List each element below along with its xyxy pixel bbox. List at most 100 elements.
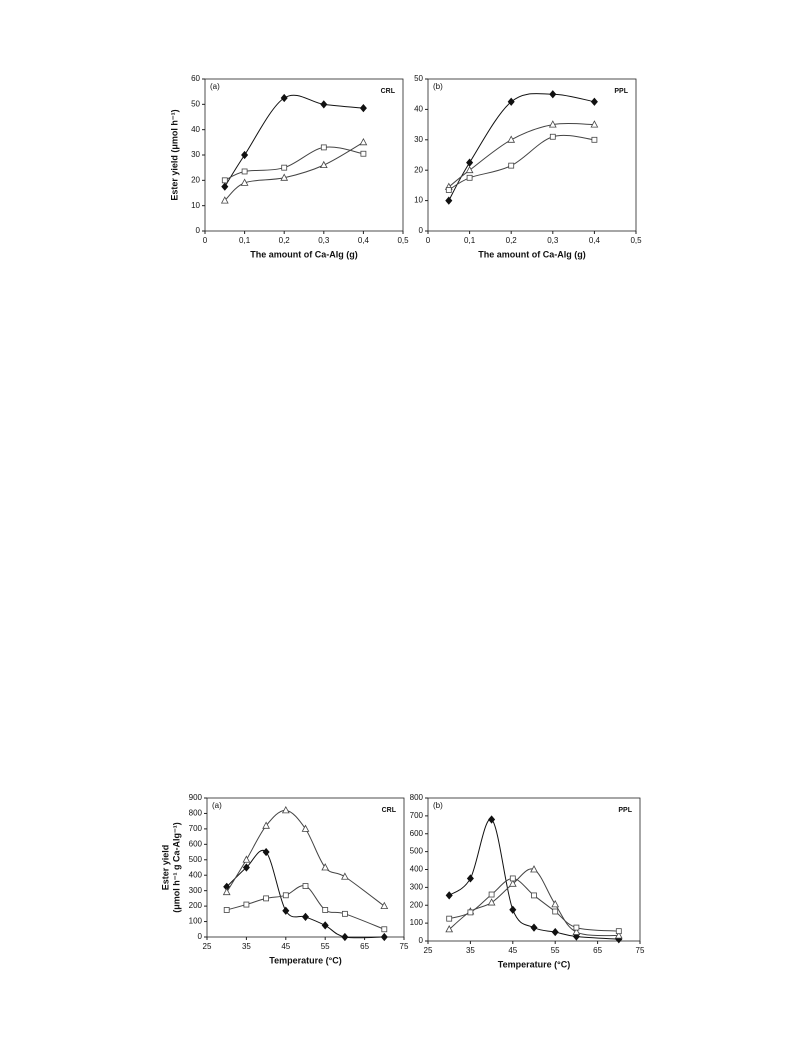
y-tick-label: 200 (189, 901, 203, 910)
y-tick-label: 30 (191, 150, 200, 159)
x-tick-label: 25 (424, 946, 433, 955)
triangle-marker (548, 120, 557, 128)
triangle-marker (465, 165, 474, 174)
triangle-marker (301, 824, 310, 832)
y-tick-label: 900 (189, 793, 203, 802)
x-tick-label: 0,2 (506, 236, 518, 245)
triangle-marker (240, 178, 249, 186)
diamond-marker (262, 847, 270, 857)
y-tick-label: 0 (419, 936, 424, 945)
triangle-marker (487, 898, 496, 906)
triangle-marker (572, 927, 581, 935)
x-tick-label: 25 (203, 942, 212, 951)
y-tick-label: 40 (414, 105, 423, 114)
triangle-marker (321, 863, 330, 871)
diamond-marker (572, 932, 580, 941)
diamond-marker (507, 97, 515, 106)
square-marker (488, 891, 495, 898)
square-marker (302, 883, 309, 889)
plot-frame (204, 78, 404, 232)
x-tick-label: 0,4 (589, 236, 601, 245)
x-axis-label: Temperature (°C) (269, 955, 341, 965)
triangle-marker (508, 879, 517, 887)
y-tick-label: 0 (198, 932, 203, 941)
plot-frame (206, 797, 405, 938)
square-marker (381, 926, 388, 933)
x-tick-label: 65 (593, 946, 602, 955)
x-tick-label: 55 (321, 942, 330, 951)
square-marker (467, 909, 474, 916)
x-axis-label: The amount of Ca-Alg (g) (250, 249, 358, 259)
y-axis-label: (μmol h⁻¹ g Ca-Alg⁻¹) (171, 822, 181, 913)
square-marker (552, 908, 559, 915)
diamond-marker (466, 874, 474, 883)
x-tick-label: 65 (360, 942, 369, 951)
y-tick-label: 400 (189, 870, 203, 879)
y-tick-label: 700 (410, 811, 424, 820)
y-axis-label: Ester yield (μmol h⁻¹) (169, 109, 179, 200)
y-tick-label: 600 (410, 829, 424, 838)
series-line (226, 885, 385, 930)
y-tick-label: 300 (410, 882, 424, 891)
square-marker (549, 133, 556, 140)
square-marker (282, 892, 289, 899)
diamond-marker (321, 921, 329, 930)
diamond-marker (282, 906, 290, 915)
x-axis-label: Temperature (°C) (498, 959, 570, 969)
panel-label: (a) (210, 82, 220, 91)
x-tick-label: 0,3 (318, 236, 330, 245)
x-tick-label: 0,5 (630, 236, 642, 245)
x-tick-label: 75 (400, 942, 409, 951)
square-marker (615, 928, 622, 935)
diamond-marker (549, 90, 557, 99)
y-tick-label: 10 (414, 196, 423, 205)
y-axis-label: Ester yield (160, 845, 170, 891)
x-tick-label: 0,3 (547, 236, 559, 245)
y-tick-label: 100 (410, 918, 424, 927)
triangle-marker (319, 160, 328, 169)
y-tick-label: 20 (191, 175, 200, 184)
enzyme-label: CRL (382, 807, 397, 814)
x-tick-label: 75 (636, 946, 645, 955)
triangle-marker (359, 137, 368, 146)
x-tick-label: 0 (426, 236, 431, 245)
diamond-marker (445, 196, 453, 205)
series-line (449, 877, 619, 932)
square-marker (221, 177, 228, 184)
diamond-marker (320, 100, 328, 109)
x-tick-label: 0,4 (358, 236, 370, 245)
square-marker (508, 162, 515, 169)
triangle-marker (280, 173, 289, 181)
triangle-marker (281, 806, 290, 814)
square-marker (341, 910, 348, 917)
x-tick-label: 0 (203, 236, 208, 245)
enzyme-label: PPL (618, 807, 632, 814)
square-marker (322, 907, 329, 913)
x-tick-label: 0,2 (279, 236, 291, 245)
diamond-marker (241, 150, 249, 160)
square-marker (241, 168, 248, 175)
diamond-marker (509, 905, 517, 914)
y-tick-label: 800 (410, 793, 424, 802)
diamond-marker (445, 891, 453, 900)
x-tick-label: 45 (508, 946, 517, 955)
enzyme-label: CRL (381, 88, 396, 95)
diamond-marker (380, 932, 388, 942)
diamond-marker (530, 923, 538, 932)
triangle-marker (507, 135, 516, 143)
triangle-marker (222, 887, 231, 896)
diamond-marker (221, 182, 229, 191)
triangle-marker (530, 865, 538, 873)
square-marker (531, 892, 537, 899)
triangle-marker (445, 925, 454, 933)
triangle-marker (614, 931, 623, 939)
chart: 0 0,1 0,2 0,3 0,4 0,5 0 10 20 30 40 50 The amount of… (414, 74, 642, 259)
x-tick-label: 55 (551, 946, 560, 955)
y-tick-label: 800 (189, 809, 203, 818)
y-tick-label: 700 (189, 824, 203, 833)
y-tick-label: 20 (414, 165, 423, 174)
square-marker (281, 164, 288, 171)
x-tick-label: 0,1 (464, 236, 476, 245)
square-marker (466, 174, 473, 181)
x-tick-label: 35 (466, 946, 475, 955)
